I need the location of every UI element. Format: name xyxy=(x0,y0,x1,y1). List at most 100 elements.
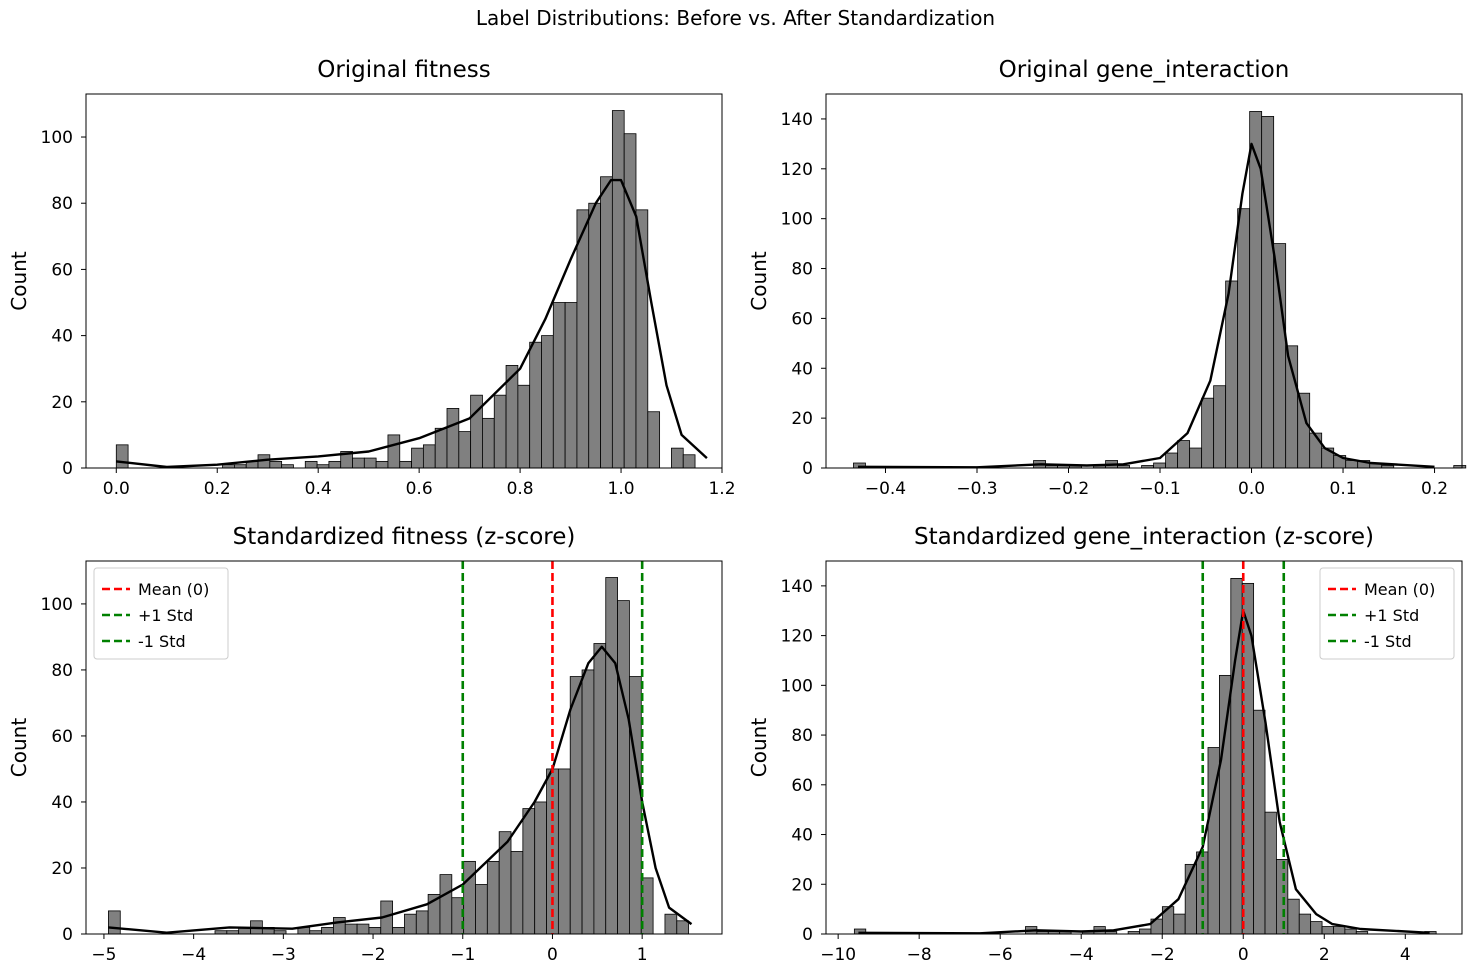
histogram-bar xyxy=(482,417,495,469)
histogram-bar xyxy=(588,202,601,469)
x-tick-label: 0.2 xyxy=(204,479,231,499)
histogram-bar xyxy=(552,302,566,469)
histogram-bar xyxy=(368,926,382,935)
histogram-bar xyxy=(1310,921,1323,935)
x-tick-label: −5 xyxy=(91,945,116,965)
x-tick-label: −1 xyxy=(450,945,475,965)
histogram-bar xyxy=(1253,709,1266,935)
histogram-bar xyxy=(269,460,283,469)
histogram-bar xyxy=(581,669,595,935)
histogram-bar xyxy=(352,457,365,469)
bars xyxy=(108,577,690,935)
histogram-bar xyxy=(1273,243,1287,469)
histogram-bar xyxy=(1344,928,1357,935)
histogram-bar xyxy=(1309,432,1323,469)
histogram-bar xyxy=(356,923,370,935)
chart-title: Standardized gene_interaction (z-score) xyxy=(914,524,1374,550)
chart-std_gi: Standardized gene_interaction (z-score) −… xyxy=(747,524,1463,965)
histogram-bar xyxy=(446,408,460,469)
axes-frame xyxy=(825,560,1463,935)
chart-title: Original gene_interaction xyxy=(999,57,1290,83)
y-tick-label: 100 xyxy=(41,595,73,615)
y-tick-label: 20 xyxy=(791,875,813,895)
x-tick-label: −6 xyxy=(988,945,1013,965)
chart-title: Standardized fitness (z-score) xyxy=(233,524,576,550)
y-tick-label: 120 xyxy=(781,160,813,180)
x-tick-label: 1.0 xyxy=(608,479,635,499)
bars xyxy=(853,111,1467,469)
x-tick-label: 0.1 xyxy=(1330,479,1357,499)
y-tick-label: 40 xyxy=(51,327,73,347)
histogram-bar xyxy=(1237,208,1251,469)
kde-line xyxy=(108,645,693,934)
y-tick-label: 80 xyxy=(791,260,813,280)
x-tick-label: −2 xyxy=(1150,945,1175,965)
x-tick-label: −0.1 xyxy=(1139,479,1180,499)
y-tick-label: 100 xyxy=(41,128,73,148)
histogram-bar xyxy=(647,411,661,469)
x-tick-label: 0.0 xyxy=(103,479,130,499)
histogram-bar xyxy=(1261,116,1275,469)
x-tick-label: −8 xyxy=(907,945,932,965)
histogram-bar xyxy=(1213,385,1227,469)
histogram-bar xyxy=(671,447,684,469)
x-tick-label: −3 xyxy=(271,945,296,965)
x-tick-label: 0.2 xyxy=(1421,479,1448,499)
histogram-bar xyxy=(387,434,401,469)
y-tick-label: 80 xyxy=(51,661,73,681)
kde-line xyxy=(857,142,1435,469)
histogram-bar xyxy=(1218,674,1232,935)
kde-line xyxy=(116,178,708,469)
legend-entry: +1 Std xyxy=(138,606,193,625)
y-tick-label: 100 xyxy=(781,676,813,696)
y-axis-label: Count xyxy=(747,718,771,778)
y-tick-label: 20 xyxy=(51,393,73,413)
x-tick-label: −0.2 xyxy=(1048,479,1089,499)
histogram-bar xyxy=(304,460,318,469)
x-tick-label: 0.4 xyxy=(305,479,332,499)
kde-line xyxy=(858,609,1430,935)
y-tick-label: 0 xyxy=(802,459,813,479)
x-tick-label: −2 xyxy=(361,945,386,965)
x-tick-label: 1.2 xyxy=(708,479,735,499)
histogram-bar xyxy=(611,110,625,469)
y-axis-label: Count xyxy=(7,718,31,778)
axes-frame xyxy=(85,93,723,469)
histogram-bar xyxy=(629,676,642,935)
x-tick-label: 2 xyxy=(1319,945,1330,965)
y-tick-label: 60 xyxy=(51,260,73,280)
legend-frame xyxy=(93,567,229,660)
histogram-bar xyxy=(1201,397,1215,469)
histogram-bar xyxy=(363,457,377,469)
histogram-bar xyxy=(664,913,678,935)
histogram-bar xyxy=(344,923,358,935)
y-tick-label: 40 xyxy=(791,359,813,379)
y-tick-label: 60 xyxy=(791,776,813,796)
x-tick-label: 0 xyxy=(1238,945,1249,965)
legend-entry: Mean (0) xyxy=(138,580,209,599)
histogram-bar xyxy=(1139,928,1152,935)
histogram-bar xyxy=(399,460,412,469)
y-tick-label: 0 xyxy=(62,459,73,479)
histogram-bar xyxy=(108,910,121,935)
y-tick-label: 0 xyxy=(802,925,813,945)
histogram-bar xyxy=(434,427,448,469)
x-tick-label: 1 xyxy=(637,945,648,965)
histogram-bar xyxy=(541,335,554,469)
legend-frame xyxy=(1319,567,1455,660)
chart-orig_gi: Original gene_interaction −0.4 −0.3 −0.2 −0.… xyxy=(747,57,1467,499)
y-tick-label: 80 xyxy=(791,726,813,746)
legend-entry: -1 Std xyxy=(138,632,186,651)
x-tick-label: 4 xyxy=(1400,945,1411,965)
y-tick-label: 140 xyxy=(781,110,813,130)
x-tick-label: 0.0 xyxy=(1238,479,1265,499)
histogram-bar xyxy=(593,643,607,935)
histogram-bar xyxy=(517,384,531,469)
histogram-bar xyxy=(617,600,630,935)
histogram-bar xyxy=(1285,345,1299,469)
x-tick-label: −10 xyxy=(820,945,856,965)
histogram-bar xyxy=(439,874,453,935)
x-tick-label: −4 xyxy=(1069,945,1094,965)
histogram-bar xyxy=(1276,859,1289,935)
